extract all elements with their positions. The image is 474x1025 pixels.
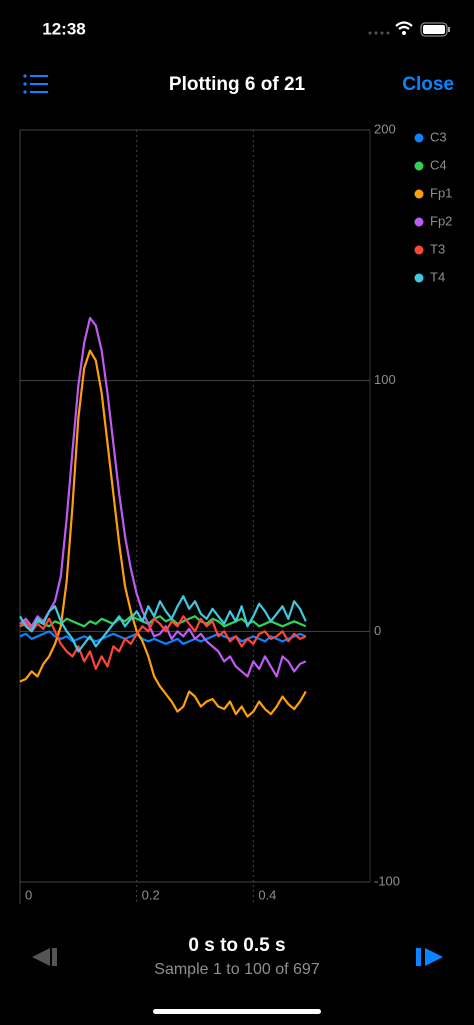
status-icons [368,21,450,37]
plot: -100 0 100 200 0 0.2 0.4 C3 C4 Fp1 Fp2 T3 T4 [19,121,452,904]
nav-title: Plotting 6 of 21 [169,74,306,95]
y-tick-label: 100 [374,372,396,387]
series-line [19,615,307,630]
prev-button[interactable] [32,948,57,966]
legend-marker [414,273,424,283]
x-tick-label: 0.4 [258,887,276,902]
y-tick-label: 200 [374,121,396,136]
series-line [19,595,307,653]
sample-label: Sample 1 to 100 of 697 [154,961,320,978]
legend-marker [414,217,424,227]
range-label: 0 s to 0.5 s [188,935,285,956]
legend-marker [414,133,424,143]
series-line [19,316,307,678]
legend-label: C3 [430,129,447,144]
status-time: 12:38 [42,19,85,38]
series-line [19,630,307,645]
legend-label: C4 [430,157,447,172]
legend-label: T3 [430,241,445,256]
legend-label: Fp1 [430,185,452,200]
legend-marker [414,189,424,199]
y-tick-label: -100 [374,873,400,888]
series-line [19,615,307,671]
x-tick-label: 0.2 [142,887,160,902]
legend-label: T4 [430,269,445,284]
home-indicator [153,1009,321,1014]
legend-marker [414,161,424,171]
next-button[interactable] [416,948,443,966]
close-button[interactable]: Close [402,74,454,95]
legend-marker [414,245,424,255]
legend-label: Fp2 [430,213,452,228]
y-tick-label: 0 [374,623,381,638]
series-line [19,349,307,718]
x-tick-label: 0 [25,887,32,902]
list-button[interactable] [23,74,48,94]
